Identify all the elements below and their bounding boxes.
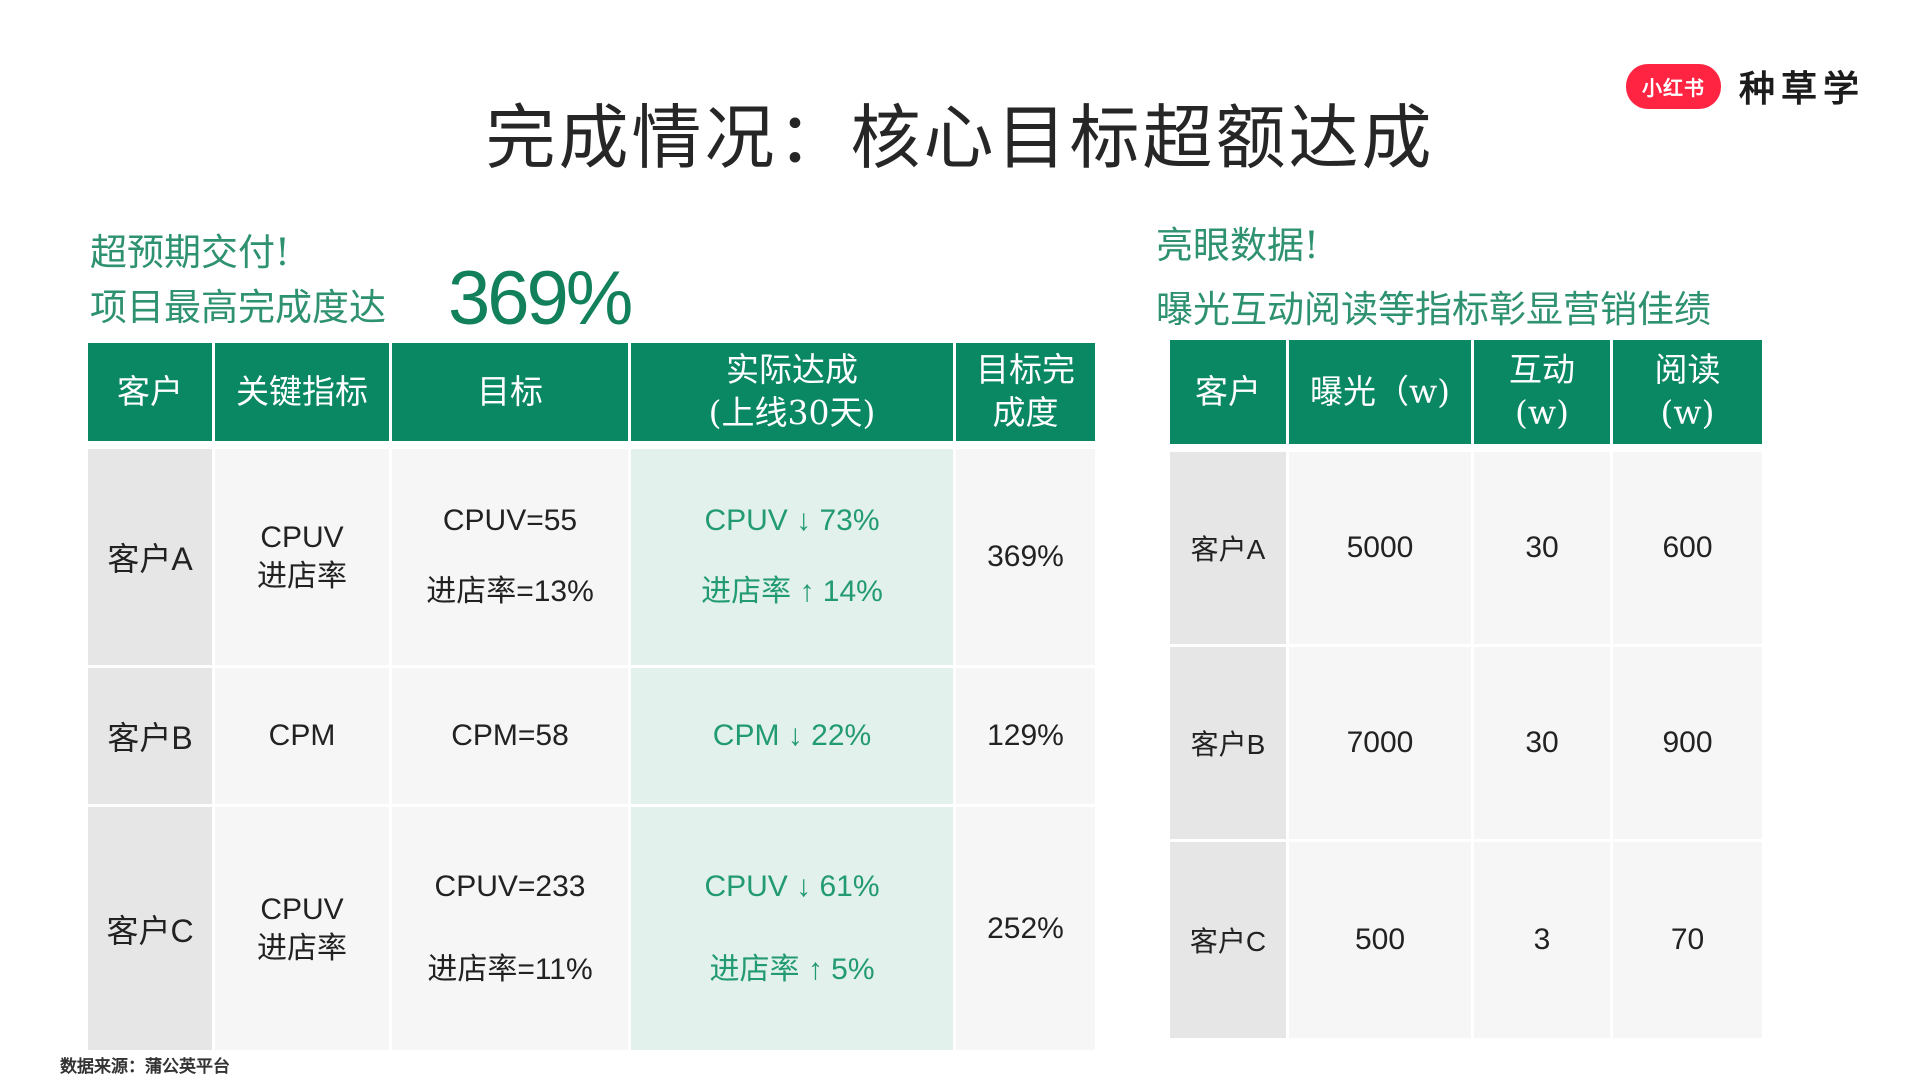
actual-cell: CPUV ↓ 61% 进店率 ↑ 5% [631, 807, 953, 1050]
data-source-note: 数据来源：蒲公英平台 [60, 1057, 230, 1077]
metrics-table-header: 客户 曝光（w) 互动 (w) 阅读 (w) [1170, 340, 1762, 444]
metric-cell: CPM [215, 668, 389, 804]
table-row: 客户A 5000 30 600 [1170, 452, 1762, 644]
left-heading-1: 超预期交付! [90, 231, 290, 274]
col-metric: 关键指标 [215, 343, 389, 441]
client-cell: 客户B [1170, 647, 1286, 839]
completion-cell: 252% [956, 807, 1095, 1050]
col-exposure: 曝光（w) [1289, 340, 1471, 444]
completion-cell: 129% [956, 668, 1095, 804]
metric-cell: CPUV 进店率 [215, 449, 389, 665]
metric-cell: CPUV 进店率 [215, 807, 389, 1050]
table-row: 客户B CPM CPM=58 CPM ↓ 22% 129% [88, 668, 1095, 804]
col-reads: 阅读 (w) [1613, 340, 1762, 444]
target-cell: CPUV=233 进店率=11% [392, 807, 628, 1050]
target-cell: CPUV=55 进店率=13% [392, 449, 628, 665]
big-percentage: 369% [448, 256, 633, 341]
exposure-cell: 500 [1289, 842, 1471, 1038]
client-cell: 客户A [88, 449, 212, 665]
col-client: 客户 [88, 343, 212, 441]
exposure-cell: 5000 [1289, 452, 1471, 644]
xiaohongshu-logo: 小红书 [1626, 63, 1721, 109]
metrics-table: 客户 曝光（w) 互动 (w) 阅读 (w) 客户A 5000 30 600 客… [1167, 337, 1765, 1041]
target-cell: CPM=58 [392, 668, 628, 804]
interaction-cell: 30 [1474, 647, 1610, 839]
col-client: 客户 [1170, 340, 1286, 444]
brand-logo: 小红书 种草学 [1626, 60, 1865, 112]
actual-cell: CPM ↓ 22% [631, 668, 953, 804]
client-cell: 客户B [88, 668, 212, 804]
goal-table: 客户 关键指标 目标 实际达成 (上线30天) 目标完 成度 客户A CPUV … [85, 340, 1098, 1053]
goal-table-header: 客户 关键指标 目标 实际达成 (上线30天) 目标完 成度 [88, 343, 1095, 441]
reads-cell: 600 [1613, 452, 1762, 644]
col-interaction: 互动 (w) [1474, 340, 1610, 444]
client-cell: 客户A [1170, 452, 1286, 644]
col-completion: 目标完 成度 [956, 343, 1095, 441]
col-target: 目标 [392, 343, 628, 441]
page-title: 完成情况：核心目标超额达成 [485, 97, 1435, 179]
reads-cell: 70 [1613, 842, 1762, 1038]
table-row: 客户A CPUV 进店率 CPUV=55 进店率=13% CPUV ↓ 73% … [88, 449, 1095, 665]
client-cell: 客户C [88, 807, 212, 1050]
col-actual: 实际达成 (上线30天) [631, 343, 953, 441]
table-row: 客户C CPUV 进店率 CPUV=233 进店率=11% CPUV ↓ 61%… [88, 807, 1095, 1050]
interaction-cell: 30 [1474, 452, 1610, 644]
right-heading-1: 亮眼数据! [1156, 224, 1319, 267]
table-row: 客户B 7000 30 900 [1170, 647, 1762, 839]
client-cell: 客户C [1170, 842, 1286, 1038]
reads-cell: 900 [1613, 647, 1762, 839]
table-row: 客户C 500 3 70 [1170, 842, 1762, 1038]
interaction-cell: 3 [1474, 842, 1610, 1038]
left-heading-2: 项目最高完成度达 [90, 286, 386, 329]
right-heading-2: 曝光互动阅读等指标彰显营销佳绩 [1156, 288, 1711, 331]
completion-cell: 369% [956, 449, 1095, 665]
actual-cell: CPUV ↓ 73% 进店率 ↑ 14% [631, 449, 953, 665]
exposure-cell: 7000 [1289, 647, 1471, 839]
brand-text: 种草学 [1739, 69, 1866, 110]
